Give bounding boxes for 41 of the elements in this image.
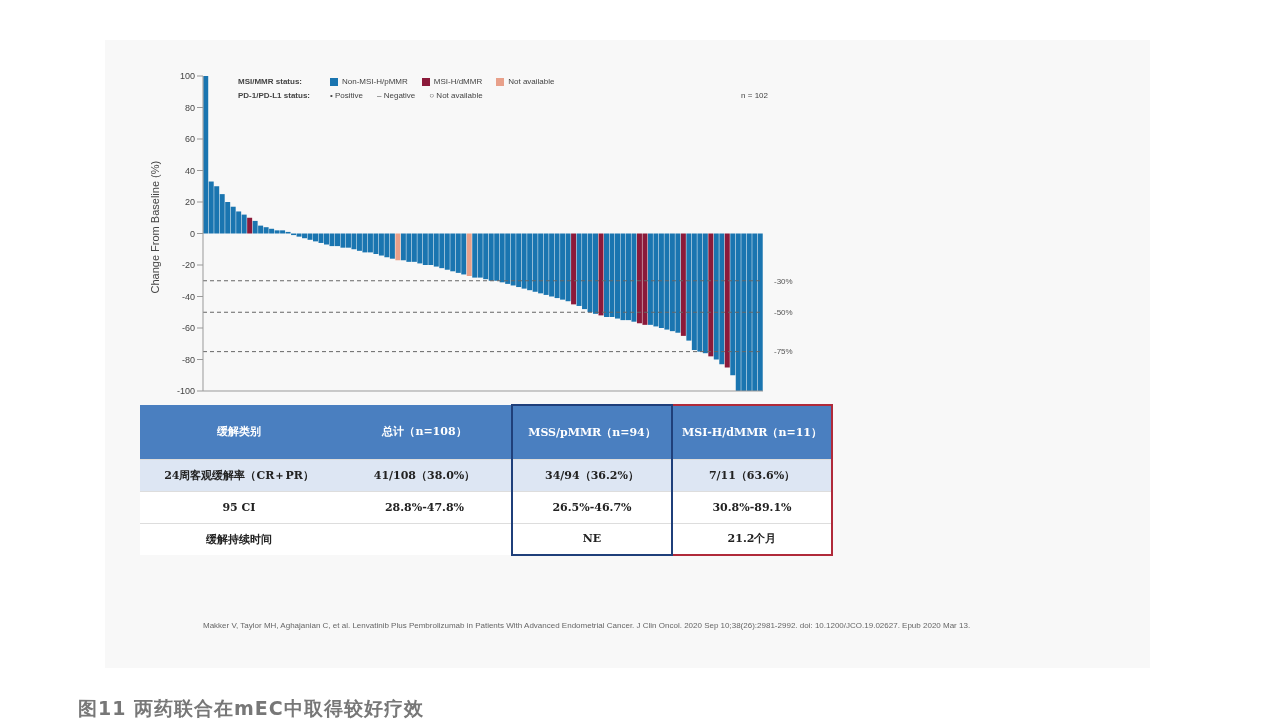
annotation: – Negative <box>377 91 416 100</box>
y-tick-label: 100 <box>179 71 195 82</box>
ref-line-label: -30% <box>774 276 793 286</box>
annotation: ○ Not available <box>429 91 483 100</box>
legend-label: MSI-H/dMMR <box>432 77 483 86</box>
category-label: 95 CI <box>222 500 256 514</box>
y-tick-label: -80 <box>181 354 195 365</box>
category-label: 缓解持续时间 <box>206 532 272 546</box>
text: 34/94（36.2%） <box>545 468 639 482</box>
ref-line-label: -50% <box>774 308 793 318</box>
text: 21.2个月 <box>727 532 777 546</box>
annotation: • Positive <box>330 91 364 100</box>
text: Makker V, Taylor MH, Aghajanian C, et al. Lenvatinib Plus Pembrolizumab in Patients With Advanced Endometrial Cancer. J Clin Oncol. 2020 Sep 10;38(26):2981-2992. doi: 10.1200/JCO.19.02627. Epub 2020 Mar 13. <box>203 620 972 632</box>
category-label: 总计（n=108） <box>338 405 512 459</box>
text: NE <box>582 532 602 546</box>
category-label: MSI-H/dMMR（n=11） <box>672 405 832 459</box>
y-tick-label: 40 <box>184 165 195 176</box>
annotation: PD-1/PD-L1 status: <box>238 91 311 100</box>
legend-title: MSI/MMR status: <box>238 77 303 86</box>
y-tick-label: -40 <box>181 291 195 302</box>
y-tick-label: 60 <box>184 134 195 145</box>
text: 7/11（63.6%） <box>708 468 796 482</box>
ref-line-label: -75% <box>774 347 793 357</box>
y-tick-label: 80 <box>184 102 195 113</box>
legend-label: Non-MSI-H/pMMR <box>341 77 408 86</box>
y-tick-label: 0 <box>189 228 195 239</box>
text: 26.5%-46.7% <box>552 500 632 514</box>
y-tick-label: -20 <box>181 260 195 271</box>
category-label: 24周客观缓解率（CR＋PR） <box>164 468 314 482</box>
text: 30.8%-89.1% <box>712 500 792 514</box>
y-tick-label: 20 <box>184 197 195 208</box>
text: 41/108（38.0%） <box>373 468 476 482</box>
text: 28.8%-47.8% <box>384 500 465 514</box>
y-tick-label: -100 <box>176 386 195 397</box>
y-axis-title: Change From Baseline (%) <box>148 160 161 294</box>
y-tick-label: -60 <box>181 323 195 334</box>
caption: 图11 两药联合在mEC中取得较好疗效 <box>78 696 424 720</box>
annotation: n = 102 <box>741 91 768 100</box>
legend-label: Not available <box>507 77 555 86</box>
category-label: 缓解类别 <box>140 405 338 459</box>
category-label: MSS/pMMR（n=94） <box>512 405 672 459</box>
